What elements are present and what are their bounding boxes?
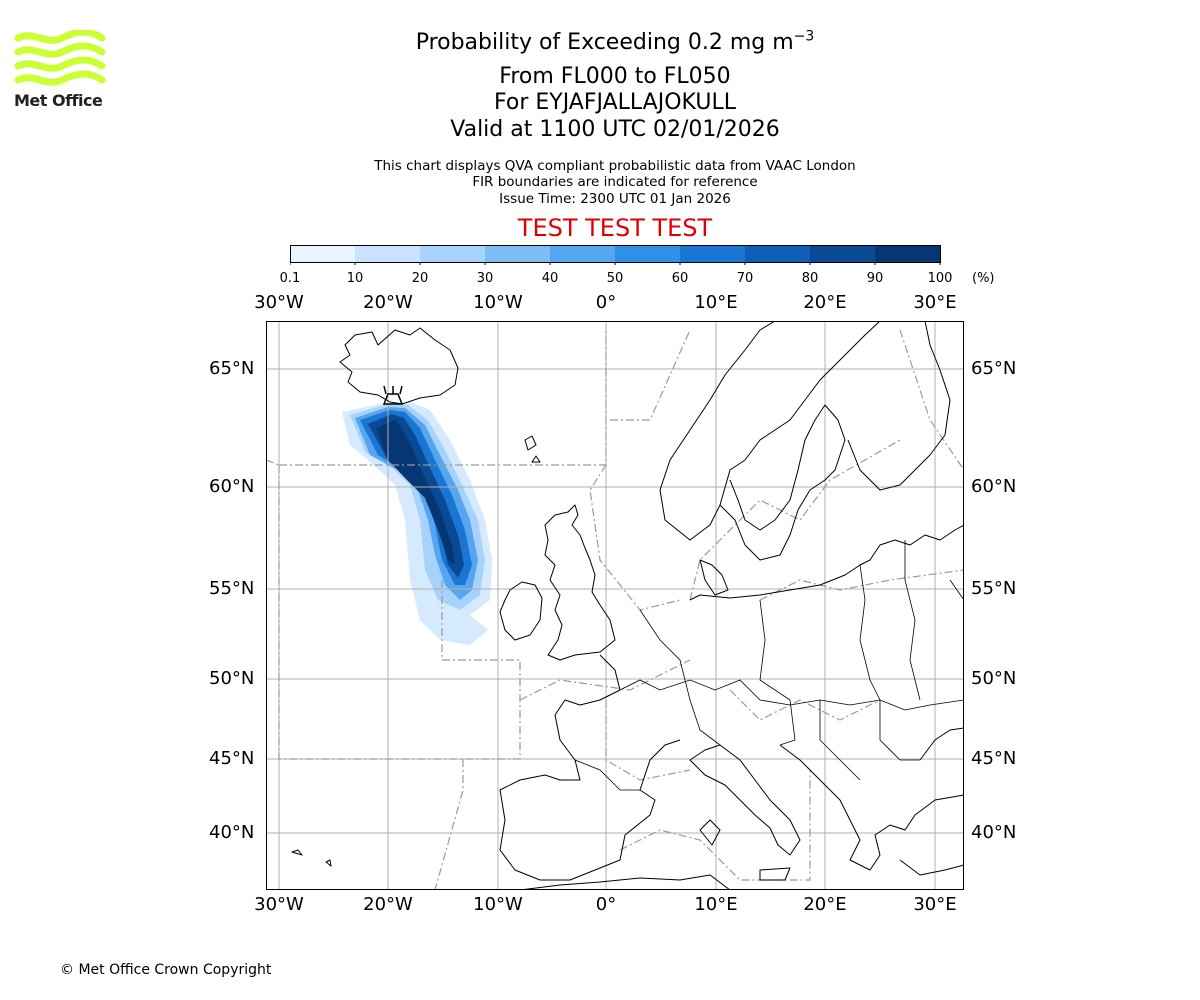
colorbar [290,245,941,265]
lon-label-bottom: 0° [595,894,617,915]
colorbar-segment [745,245,811,263]
lat-label-left: 50°N [209,668,255,689]
logo-text: Met Office [14,91,103,110]
colorbar-segment [420,245,486,263]
valid-time: Valid at 1100 UTC 02/01/2026 [450,117,780,142]
lat-label-right: 40°N [971,822,1017,843]
lat-label-left: 45°N [209,748,255,769]
colorbar-tick-label: 80 [801,271,819,286]
lat-label-right: 45°N [971,748,1017,769]
volcano-name: For EYJAFJALLAJOKULL [494,90,736,115]
colorbar-segment [355,245,421,263]
lon-label-bottom: 30°E [913,894,957,915]
lat-label-left: 60°N [209,476,255,497]
met-office-logo-icon [14,30,106,86]
lon-label-top: 0° [595,292,617,313]
lon-label-top: 30°E [913,292,957,313]
colorbar-segment [290,245,356,263]
info-line-vaac: This chart displays QVA compliant probab… [374,158,856,174]
fir-boundaries [266,329,964,890]
lon-label-bottom: 10°W [473,894,523,915]
issue-time: Issue Time: 2300 UTC 01 Jan 2026 [499,191,731,207]
lat-label-left: 65°N [209,358,255,379]
lon-label-top: 10°W [473,292,523,313]
lon-label-top: 10°E [694,292,738,313]
lon-label-top: 20°W [363,292,413,313]
lon-label-bottom: 20°W [363,894,413,915]
lon-label-top: 30°W [254,292,304,313]
lat-label-right: 50°N [971,668,1017,689]
coastlines [291,321,964,890]
info-line-fir: FIR boundaries are indicated for referen… [472,174,758,190]
map [266,321,964,890]
lat-label-right: 65°N [971,358,1017,379]
colorbar-segment [550,245,616,263]
colorbar-tick-label: 30 [476,271,494,286]
colorbar-tick-label: 20 [411,271,429,286]
copyright: © Met Office Crown Copyright [60,962,272,978]
lon-label-top: 20°E [803,292,847,313]
colorbar-segment [615,245,681,263]
colorbar-unit: (%) [972,271,995,286]
lon-label-bottom: 10°E [694,894,738,915]
volcano-icon [382,385,404,405]
lon-label-bottom: 20°E [803,894,847,915]
lat-label-left: 55°N [209,578,255,599]
ash-plume [342,402,492,645]
colorbar-tick-label: 10 [346,271,364,286]
colorbar-tick-label: 0.1 [279,271,301,286]
colorbar-tick-label: 70 [736,271,754,286]
colorbar-segment [680,245,746,263]
lat-label-right: 60°N [971,476,1017,497]
colorbar-tick-label: 90 [866,271,884,286]
country-borders [574,540,964,791]
map-frame [266,321,964,890]
colorbar-tick-label: 50 [606,271,624,286]
colorbar-segment [810,245,876,263]
chart-title: Probability of Exceeding 0.2 mg m−3 [415,28,815,55]
colorbar-segment [485,245,551,263]
colorbar-tick-label: 60 [671,271,689,286]
colorbar-tick-label: 40 [541,271,559,286]
test-banner: TEST TEST TEST [517,214,713,242]
lat-label-left: 40°N [209,822,255,843]
colorbar-segment [875,245,941,263]
lat-label-right: 55°N [971,578,1017,599]
colorbar-tick-label: 100 [927,271,953,286]
lon-label-bottom: 30°W [254,894,304,915]
flight-level-range: From FL000 to FL050 [499,64,731,89]
